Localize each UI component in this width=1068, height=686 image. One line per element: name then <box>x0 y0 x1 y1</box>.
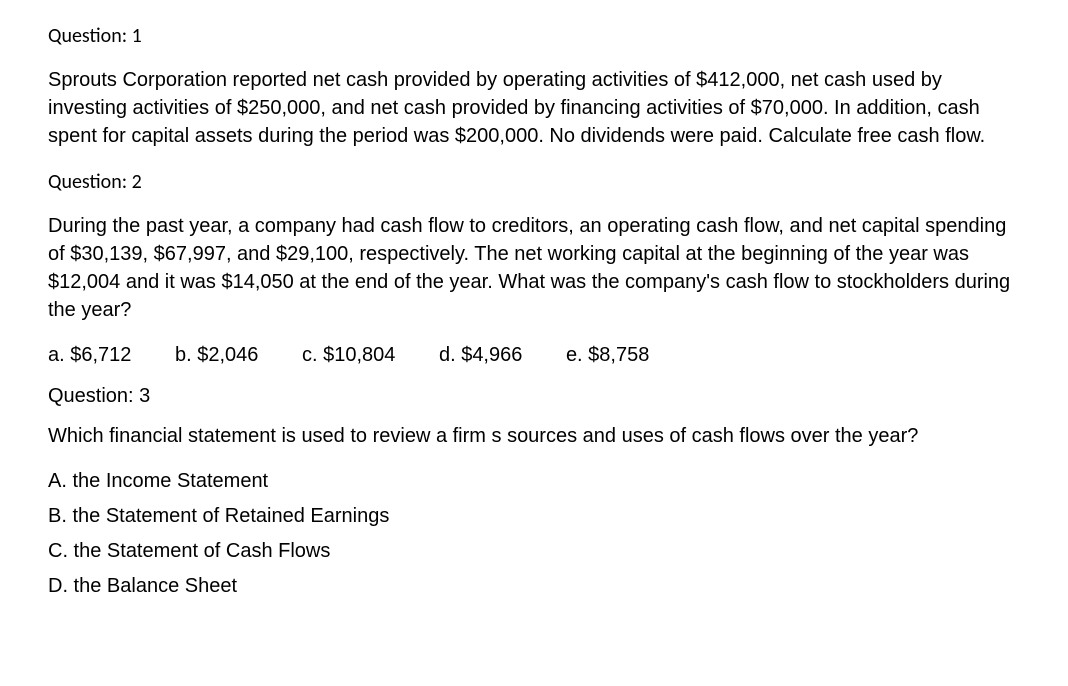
q3-option-b: B. the Statement of Retained Earnings <box>48 505 1020 528</box>
question-3-options: A. the Income Statement B. the Statement… <box>48 470 1020 598</box>
q3-option-a: A. the Income Statement <box>48 470 1020 493</box>
question-3-label: Question: 3 <box>48 385 1020 408</box>
question-1-body: Sprouts Corporation reported net cash pr… <box>48 66 1020 150</box>
q2-option-c: c. $10,804 <box>302 344 395 366</box>
q2-option-e: e. $8,758 <box>566 344 649 366</box>
q2-option-a: a. $6,712 <box>48 344 131 366</box>
question-2-label: Question: 2 <box>48 170 1020 194</box>
q3-option-c: C. the Statement of Cash Flows <box>48 540 1020 563</box>
question-2-body: During the past year, a company had cash… <box>48 212 1020 324</box>
question-1-label: Question: 1 <box>48 24 1020 48</box>
question-3-body: Which financial statement is used to rev… <box>48 422 1020 450</box>
q2-option-d: d. $4,966 <box>439 344 522 366</box>
q2-option-b: b. $2,046 <box>175 344 258 366</box>
q3-option-d: D. the Balance Sheet <box>48 575 1020 598</box>
question-2-options: a. $6,712 b. $2,046 c. $10,804 d. $4,966… <box>48 344 1020 367</box>
